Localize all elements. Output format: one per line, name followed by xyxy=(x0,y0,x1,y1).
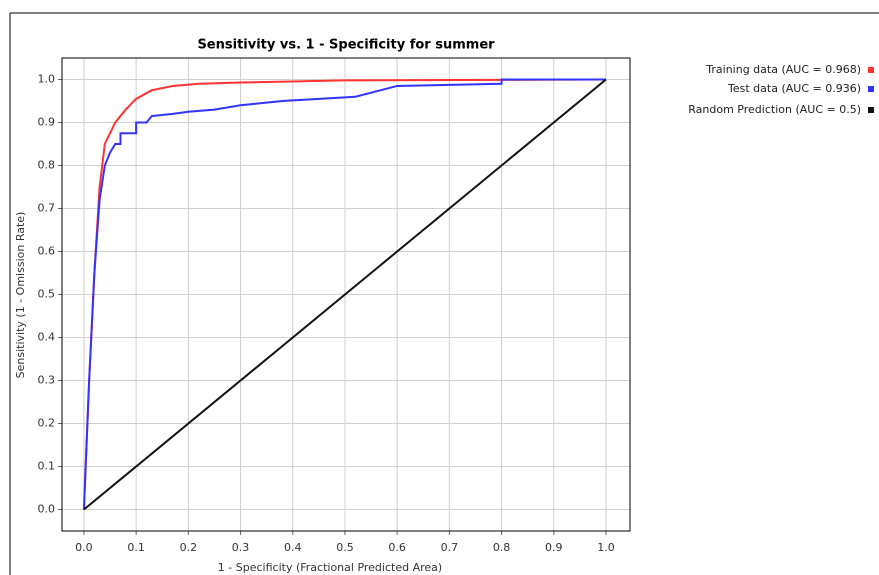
y-tick-label: 0.9 xyxy=(38,116,56,129)
y-tick-label: 0.6 xyxy=(38,245,56,258)
x-tick-label: 0.1 xyxy=(127,541,145,554)
legend-label: Random Prediction (AUC = 0.5) xyxy=(688,103,861,116)
legend-label: Training data (AUC = 0.968) xyxy=(705,63,861,76)
x-tick-label: 0.5 xyxy=(336,541,354,554)
x-tick-label: 1.0 xyxy=(597,541,615,554)
legend-swatch xyxy=(868,107,874,113)
plot-border xyxy=(61,57,631,532)
y-tick-label: 0.8 xyxy=(38,159,56,172)
chart-title: Sensitivity vs. 1 - Specificity for summ… xyxy=(197,38,495,53)
series-line xyxy=(83,78,607,511)
y-tick-label: 0.1 xyxy=(38,460,56,473)
x-tick-label: 0.6 xyxy=(388,541,406,554)
series-line xyxy=(82,78,606,510)
y-tick-label: 0.7 xyxy=(38,202,56,215)
y-tick-label: 1.0 xyxy=(38,73,56,86)
x-tick-label: 0.0 xyxy=(75,541,93,554)
legend-swatch xyxy=(868,86,874,92)
x-tick-label: 0.3 xyxy=(232,541,250,554)
x-tick-label: 0.8 xyxy=(493,541,511,554)
y-tick-label: 0.4 xyxy=(38,331,56,344)
y-tick-label: 0.3 xyxy=(38,374,56,387)
legend-swatch xyxy=(868,67,874,73)
x-tick-label: 0.4 xyxy=(284,541,302,554)
x-tick-label: 0.9 xyxy=(545,541,563,554)
x-tick-label: 0.2 xyxy=(180,541,198,554)
y-tick-label: 0.0 xyxy=(38,503,56,516)
y-tick-label: 0.2 xyxy=(38,417,56,430)
legend-label: Test data (AUC = 0.936) xyxy=(727,82,861,95)
y-tick-label: 0.5 xyxy=(38,288,56,301)
y-axis-label: Sensitivity (1 - Omission Rate) xyxy=(14,212,27,379)
x-tick-label: 0.7 xyxy=(441,541,459,554)
x-axis-label: 1 - Specificity (Fractional Predicted Ar… xyxy=(218,561,442,574)
